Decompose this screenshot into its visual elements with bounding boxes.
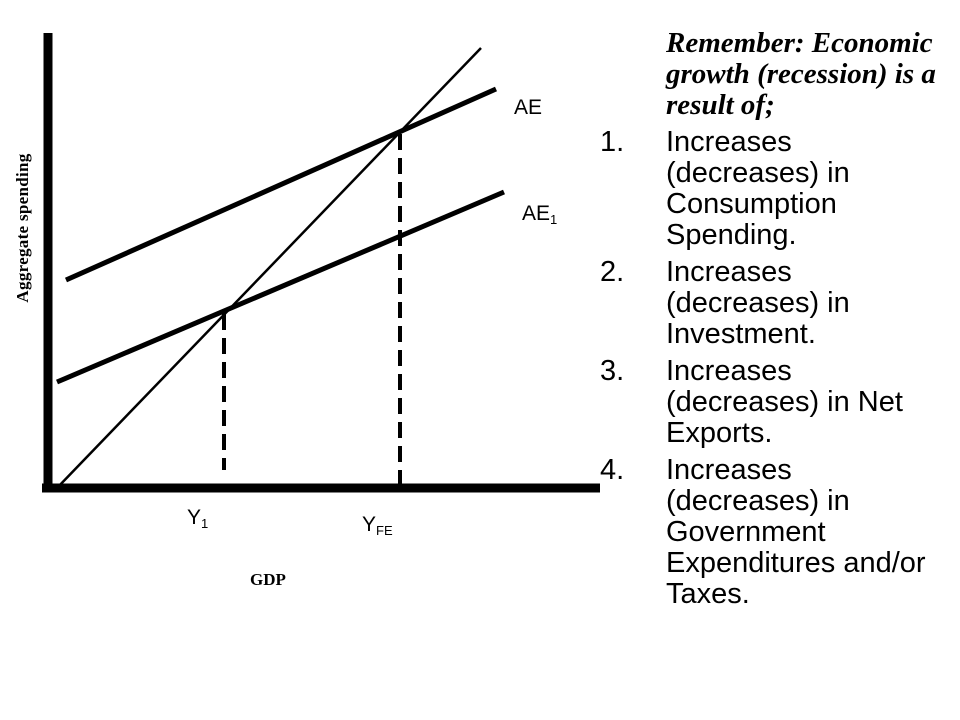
y1-label-text: Y	[187, 506, 202, 529]
ae1-label-text: AE	[522, 202, 551, 225]
reminder-heading: Remember: Economic growth (recession) is…	[666, 27, 936, 121]
cause-number: 2.	[600, 256, 625, 288]
cause-number: 4.	[600, 454, 625, 486]
cause-item-investment: 2. Increases (decreases) in Investment.	[598, 257, 948, 350]
yfe-tick-label: YFE	[362, 513, 393, 538]
ae1-label-sub: 1	[550, 212, 558, 227]
ae1-curve	[56, 189, 505, 385]
y1-tick-label: Y1	[187, 506, 208, 531]
cause-number: 3.	[600, 355, 625, 387]
cause-text: Increases (decreases) in Consumption Spe…	[666, 126, 850, 251]
cause-text: Increases (decreases) in Government Expe…	[666, 454, 926, 610]
ae-curve	[64, 86, 498, 283]
forty-five-degree-line	[56, 47, 482, 489]
y-axis-title: Aggregate spending	[13, 153, 32, 303]
cause-text: Increases (decreases) in Net Exports.	[666, 355, 903, 449]
ae1-curve-label: AE1	[522, 202, 557, 227]
yfe-label-text: Y	[362, 513, 377, 536]
cause-text: Increases (decreases) in Investment.	[666, 256, 850, 350]
x-axis-title: GDP	[250, 570, 286, 589]
ae-label-text: AE	[514, 96, 543, 119]
cause-number: 1.	[600, 126, 625, 158]
y1-label-sub: 1	[201, 516, 209, 531]
cause-item-government: 4. Increases (decreases) in Government E…	[598, 455, 948, 610]
ae-diagram	[42, 33, 600, 493]
growth-causes-panel: Remember: Economic growth (recession) is…	[598, 28, 948, 616]
cause-item-net-exports: 3. Increases (decreases) in Net Exports.	[598, 356, 948, 449]
causes-list: 1. Increases (decreases) in Consumption …	[598, 127, 948, 610]
cause-item-consumption: 1. Increases (decreases) in Consumption …	[598, 127, 948, 251]
ae-curve-label: AE	[514, 96, 542, 121]
yfe-label-sub: FE	[376, 523, 393, 538]
